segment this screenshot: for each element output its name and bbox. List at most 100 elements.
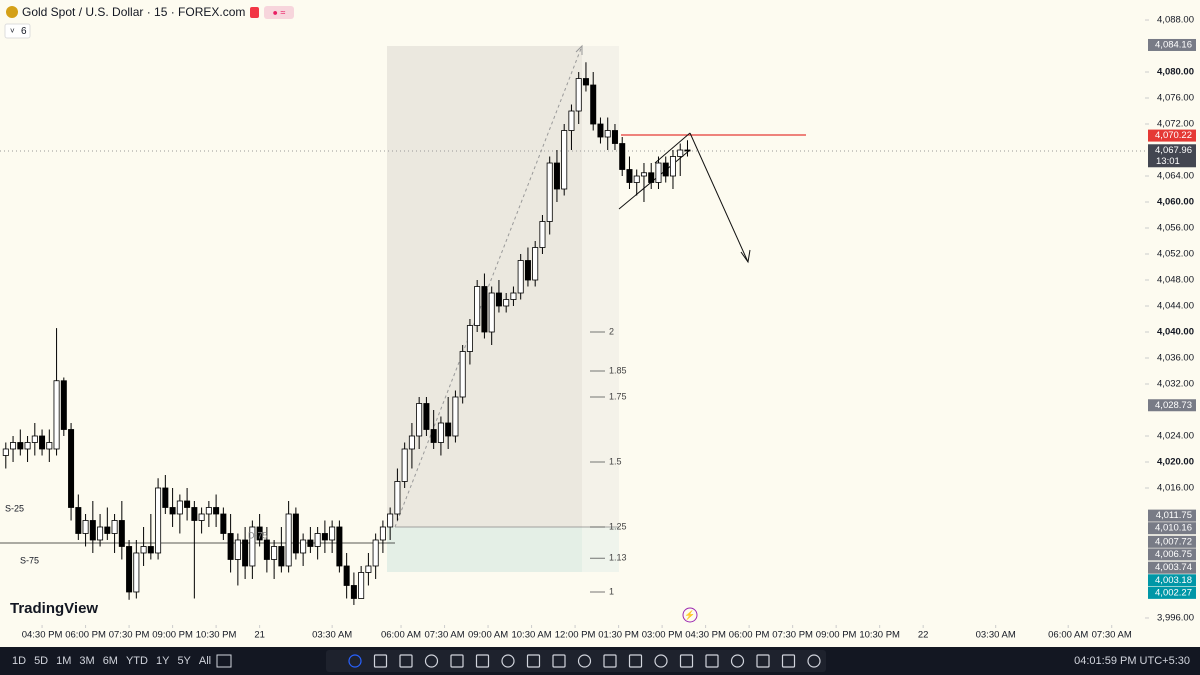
tool-button[interactable] [399, 654, 413, 668]
candle-body [242, 539, 249, 567]
candle-body [662, 162, 669, 177]
candle-body [68, 429, 75, 508]
candle-body [459, 351, 466, 398]
tool-button[interactable] [705, 654, 719, 668]
logo[interactable]: TradingView [10, 600, 98, 617]
candle-body [358, 572, 365, 599]
candle-body [669, 156, 676, 177]
tool-button[interactable] [373, 654, 388, 668]
candle-body [307, 539, 314, 547]
arrow-head [575, 44, 583, 55]
fib-label: 1.25 [609, 521, 627, 531]
timeframe-button[interactable]: 5Y [177, 655, 191, 667]
timeframe-button[interactable]: 3M [79, 655, 94, 667]
x-tick-label: 04:30 PM [685, 630, 726, 641]
indicator-toggle[interactable] [4, 23, 31, 39]
y-tick-label: 4,064.00 [1157, 171, 1194, 182]
candle-body [394, 481, 401, 515]
timeframe-button[interactable]: All [199, 655, 211, 667]
tool-button[interactable] [603, 654, 617, 668]
y-tick-label: 4,060.00 [1157, 197, 1194, 208]
x-tick-label: 04:30 PM [22, 630, 63, 641]
tool-button[interactable] [577, 654, 592, 668]
tool-button[interactable] [679, 654, 694, 668]
candle-body [408, 435, 415, 450]
timeframe-button[interactable]: YTD [126, 655, 148, 667]
price-marker-label: 4,002.27 [1155, 587, 1192, 598]
fib-label: 1.85 [609, 365, 627, 375]
candle-body [524, 260, 531, 281]
price-marker-label: 4,028.73 [1155, 400, 1192, 411]
price-marker-label: 4,003.18 [1155, 575, 1192, 586]
candle-body [31, 435, 38, 443]
status-icon: ● ≈ [273, 7, 286, 17]
candle-body [379, 526, 386, 541]
candle-body [147, 546, 154, 554]
candle-body [495, 292, 502, 307]
fib-label: 1.13 [609, 553, 627, 563]
candle-body [227, 533, 234, 560]
candle-body [401, 448, 408, 482]
tool-button[interactable] [552, 654, 566, 668]
tool-button[interactable] [654, 654, 668, 668]
event-glyph: ⚡ [684, 609, 695, 621]
candle-body [292, 513, 299, 554]
x-tick-label: 09:00 PM [816, 630, 857, 641]
timeframe-button[interactable]: 5D [34, 655, 48, 667]
candle-body [604, 130, 611, 138]
price-marker-label: 4,067.96 [1155, 145, 1192, 156]
date-range[interactable] [216, 654, 232, 668]
candle-body [445, 422, 452, 437]
tool-button[interactable] [424, 654, 439, 668]
x-tick-label: 07:30 AM [1092, 630, 1132, 641]
tool-button[interactable] [450, 654, 464, 668]
candle-body [205, 507, 212, 515]
y-tick-label: 4,044.00 [1157, 301, 1194, 312]
candle-body [24, 442, 31, 450]
x-tick-label: 12:00 PM [555, 630, 596, 641]
candle-body [133, 552, 140, 593]
candle-body [568, 110, 575, 131]
timeframe-button[interactable]: 1D [12, 655, 26, 667]
x-tick-label: 07:30 AM [424, 630, 464, 641]
tool-button[interactable] [781, 654, 796, 668]
event-icon[interactable] [682, 607, 698, 623]
target-box-edge [582, 527, 619, 572]
tool-button[interactable] [501, 654, 515, 668]
x-tick-label: 06:00 PM [729, 630, 770, 641]
status-badge[interactable] [264, 6, 294, 19]
y-tick-label: 4,052.00 [1157, 249, 1194, 260]
x-tick-label: 21 [254, 630, 265, 641]
symbol-title[interactable]: Gold Spot / U.S. Dollar · 15 · FOREX.com [22, 5, 245, 19]
candle-body [575, 78, 582, 112]
x-tick-label: 03:30 AM [976, 630, 1016, 641]
candle-body [350, 585, 357, 599]
timeframe-button[interactable]: 1M [56, 655, 71, 667]
fib-label: 1 [609, 586, 614, 596]
price-marker-label: 4,007.72 [1155, 536, 1192, 547]
candle-body [53, 380, 60, 450]
tool-button[interactable] [348, 654, 362, 668]
timeframe-button[interactable]: 6M [103, 655, 118, 667]
x-tick-label: 10:30 AM [511, 630, 551, 641]
tool-button[interactable] [475, 654, 490, 668]
tool-button[interactable] [628, 654, 643, 668]
flag[interactable] [250, 7, 259, 18]
tool-button[interactable] [756, 654, 770, 668]
price-marker [1148, 561, 1196, 574]
candle-body [184, 500, 191, 508]
x-tick-label: 07:30 PM [772, 630, 813, 641]
tool-button[interactable] [526, 654, 541, 668]
candle-body [640, 172, 647, 177]
candle-body [104, 526, 111, 534]
tool-button[interactable] [807, 654, 821, 668]
candle-body [118, 520, 125, 547]
candle-body [387, 513, 394, 528]
candle-body [452, 396, 459, 437]
tool-button[interactable] [730, 654, 745, 668]
fib-label: 1.75 [609, 391, 627, 401]
candle-body [234, 539, 241, 560]
candle-body [220, 513, 227, 534]
timeframe-button[interactable]: 1Y [156, 655, 170, 667]
